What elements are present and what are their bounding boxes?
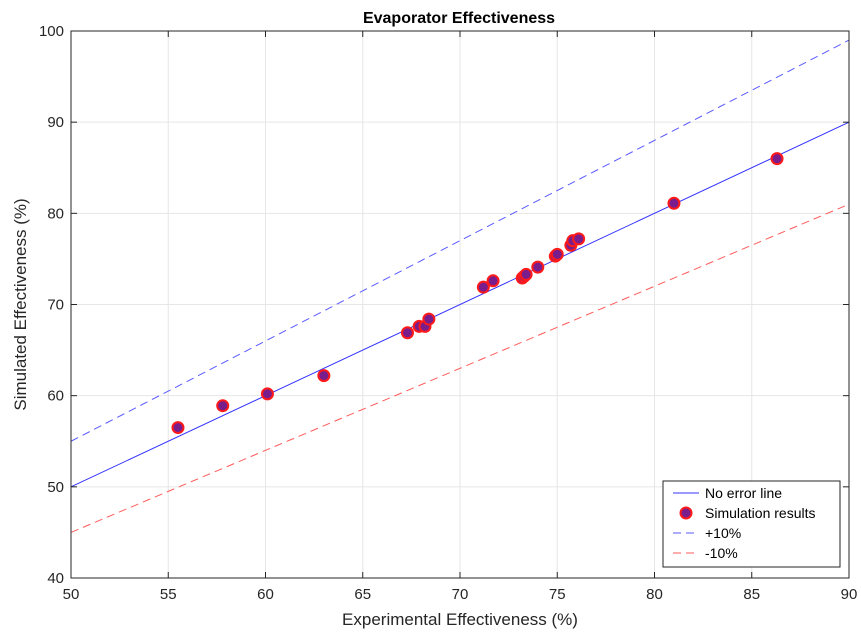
series-line-plus-10	[70, 39, 850, 442]
series-line-no-error	[70, 121, 850, 488]
x-tick-label: 75	[549, 586, 566, 603]
data-point	[216, 399, 230, 413]
x-tick-label: 90	[841, 586, 858, 603]
y-tick-label: 40	[47, 570, 64, 587]
data-point	[550, 247, 564, 261]
x-tick-label: 70	[452, 586, 469, 603]
data-point	[486, 274, 500, 288]
y-tick-label: 60	[47, 388, 64, 405]
data-point	[476, 280, 490, 294]
legend-label-no-error: No error line	[705, 485, 782, 501]
y-tick-label: 90	[47, 114, 64, 131]
legend: No error line Simulation results +10% -10%	[662, 480, 841, 568]
y-tick-label: 80	[47, 205, 64, 222]
x-tick-label: 60	[257, 586, 274, 603]
chart-title: Evaporator Effectiveness	[363, 10, 555, 27]
series-layer	[70, 39, 850, 533]
data-point	[317, 369, 331, 383]
legend-label-minus-10: -10%	[705, 545, 738, 561]
y-tick-label: 50	[47, 479, 64, 496]
legend-label-simulation: Simulation results	[705, 505, 816, 521]
y-axis-label: Simulated Effectiveness (%)	[11, 198, 30, 410]
legend-swatch-simulation	[679, 506, 693, 520]
legend-label-plus-10: +10%	[705, 525, 741, 541]
x-tick-label: 55	[160, 586, 177, 603]
y-tick-label: 70	[47, 297, 64, 314]
x-tick-label: 80	[646, 586, 663, 603]
data-point	[171, 421, 185, 435]
data-point	[667, 196, 681, 210]
x-axis-label: Experimental Effectiveness (%)	[342, 610, 578, 629]
series-line-minus-10	[70, 203, 850, 533]
data-point	[572, 232, 586, 246]
data-point	[770, 152, 784, 166]
data-point	[400, 326, 414, 340]
x-tick-label: 85	[743, 586, 760, 603]
data-point	[422, 312, 436, 326]
data-point	[519, 267, 533, 281]
y-tick-label: 100	[39, 23, 64, 40]
data-point	[531, 260, 545, 274]
x-tick-label: 65	[354, 586, 371, 603]
data-point	[260, 387, 274, 401]
x-tick-label: 50	[63, 586, 80, 603]
